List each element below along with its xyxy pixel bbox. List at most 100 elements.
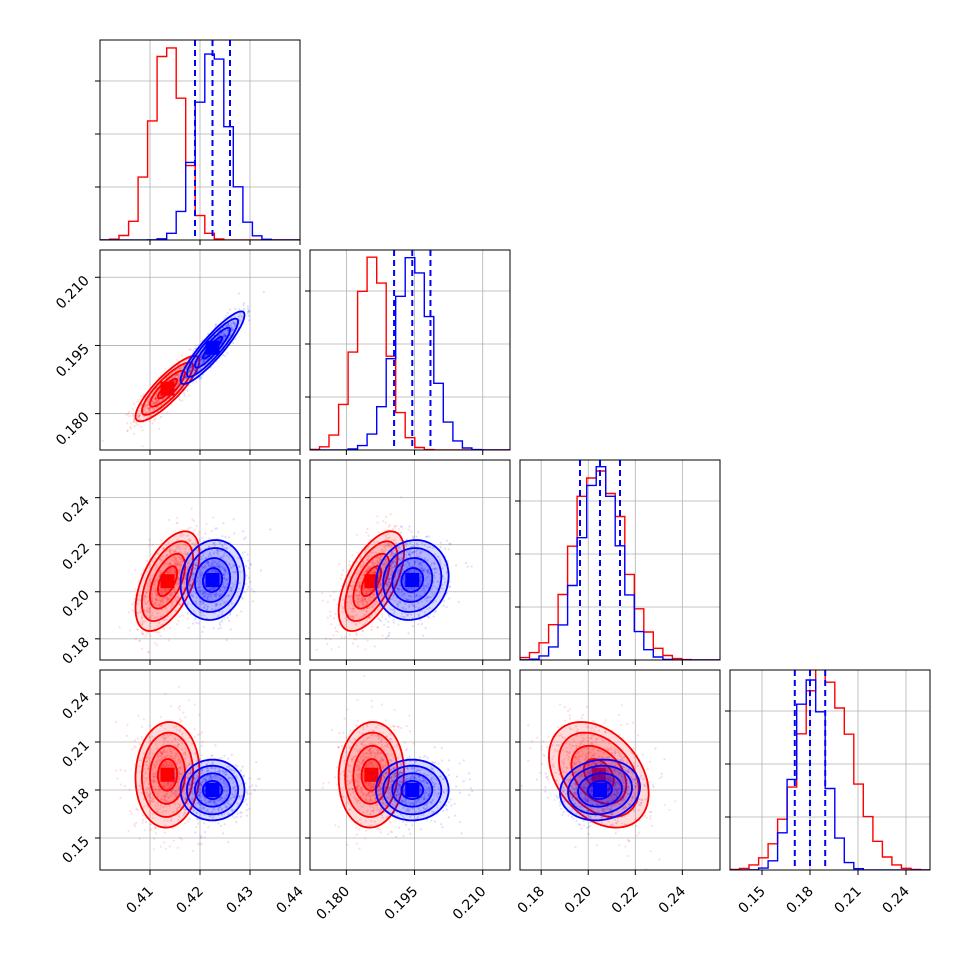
density-peak — [205, 573, 220, 587]
contour-line — [179, 310, 246, 386]
series-red-2-1 — [315, 496, 416, 651]
contour-line — [140, 361, 195, 416]
y-tick-label: 0.195 — [53, 341, 93, 381]
panel-frame — [729, 669, 931, 871]
y-tick-label: 0.20 — [59, 587, 92, 620]
histogram-blue — [730, 679, 930, 870]
panel-frame — [309, 459, 511, 661]
contour-line — [141, 731, 194, 818]
contour-line — [360, 758, 383, 792]
contour-line — [382, 764, 443, 816]
x-tick-label: 0.22 — [609, 884, 642, 917]
contour-line — [149, 552, 186, 610]
density-peak — [405, 783, 420, 797]
series-blue-3-1 — [351, 737, 474, 839]
contour-line — [548, 721, 650, 829]
histogram-red — [730, 670, 930, 870]
series-blue-3-0 — [165, 744, 261, 845]
panel-frame — [519, 459, 721, 661]
contour-line — [374, 758, 450, 822]
contour-line — [558, 731, 640, 818]
histogram-red — [100, 47, 300, 240]
density-peak — [160, 381, 175, 396]
density-peak — [593, 783, 607, 797]
density-peak — [364, 574, 379, 589]
panel-hist-2 — [515, 459, 721, 665]
y-tick-label: 0.18 — [59, 786, 92, 819]
contour-line — [400, 567, 425, 593]
series-blue-1-0 — [160, 290, 265, 419]
density-peak — [160, 574, 175, 589]
contour-line — [391, 772, 434, 808]
contour-line — [352, 744, 391, 805]
histogram-blue — [310, 257, 510, 450]
contour-line — [400, 780, 425, 800]
y-tick-label: 0.180 — [53, 409, 93, 449]
panel-2d-3-1: 0.180 0.195 0.210 — [305, 669, 511, 924]
contour-line — [134, 530, 201, 632]
contour-line — [570, 744, 628, 805]
contour-line — [134, 721, 201, 829]
x-tick-label: 0.195 — [382, 884, 422, 924]
contour-line — [337, 530, 406, 632]
x-tick-label: 0.44 — [273, 883, 306, 916]
contour-line — [193, 557, 232, 603]
contour-line — [360, 565, 383, 597]
contour-line — [344, 731, 399, 818]
series-red-3-1 — [321, 674, 425, 850]
y-tick-label: 0.18 — [59, 634, 92, 667]
density-peak — [205, 783, 220, 797]
contour-line — [134, 354, 201, 423]
x-tick-label: 0.21 — [831, 884, 864, 917]
contour-line — [559, 758, 641, 822]
contour-line — [567, 764, 633, 816]
x-tick-label: 0.18 — [515, 884, 548, 917]
contour-line — [374, 539, 450, 621]
contour-line — [185, 317, 240, 378]
contour-line — [157, 758, 178, 792]
panel-2d-2-1 — [305, 459, 511, 665]
contour-line — [157, 377, 178, 400]
contour-line — [337, 721, 406, 829]
y-tick-label: 0.24 — [59, 493, 92, 526]
contour-line — [193, 772, 232, 808]
x-tick-label: 0.20 — [562, 884, 595, 917]
x-tick-label: 0.42 — [173, 884, 206, 917]
histogram-red — [310, 256, 510, 450]
panel-2d-2-0: 0.18 0.20 0.22 0.24 — [59, 459, 301, 668]
series-red-2-0 — [118, 507, 215, 660]
contour-line — [179, 539, 246, 621]
density-peak — [160, 767, 175, 782]
contour-line — [157, 565, 178, 597]
panel-2d-3-0: 0.15 0.18 0.21 0.24 0.41 0.42 0.43 0.44 — [59, 669, 307, 917]
contour-line — [202, 780, 223, 800]
panel-frame — [309, 249, 511, 451]
contour-line — [391, 557, 434, 603]
x-tick-label: 0.18 — [783, 884, 816, 917]
panel-hist-0 — [95, 39, 301, 245]
panel-2d-3-2: 0.18 0.20 0.22 0.24 — [515, 669, 721, 917]
contour-line — [149, 744, 186, 805]
panel-2d-1-0: 0.180 0.195 0.210 — [53, 249, 301, 455]
contour-line — [587, 780, 613, 800]
y-tick-label: 0.24 — [59, 689, 92, 722]
contour-line — [577, 772, 623, 808]
scatter-points — [114, 685, 209, 853]
panel-hist-1 — [305, 249, 511, 455]
contour-line — [344, 540, 399, 622]
x-tick-label: 0.24 — [879, 883, 912, 916]
y-tick-label: 0.15 — [59, 834, 92, 867]
density-peak — [591, 767, 606, 782]
series-blue-2-1 — [345, 525, 473, 639]
contour-line — [202, 335, 223, 360]
density-peak — [205, 340, 220, 355]
density-peak — [405, 573, 420, 587]
x-tick-label: 0.210 — [450, 884, 490, 924]
panel-frame — [309, 669, 511, 871]
y-tick-label: 0.210 — [53, 273, 93, 313]
contour-line — [202, 567, 223, 593]
contour-line — [382, 547, 443, 613]
panel-hist-3: 0.15 0.18 0.21 0.24 — [725, 669, 931, 917]
series-blue-2-0 — [160, 518, 272, 642]
contour-line — [193, 326, 232, 369]
